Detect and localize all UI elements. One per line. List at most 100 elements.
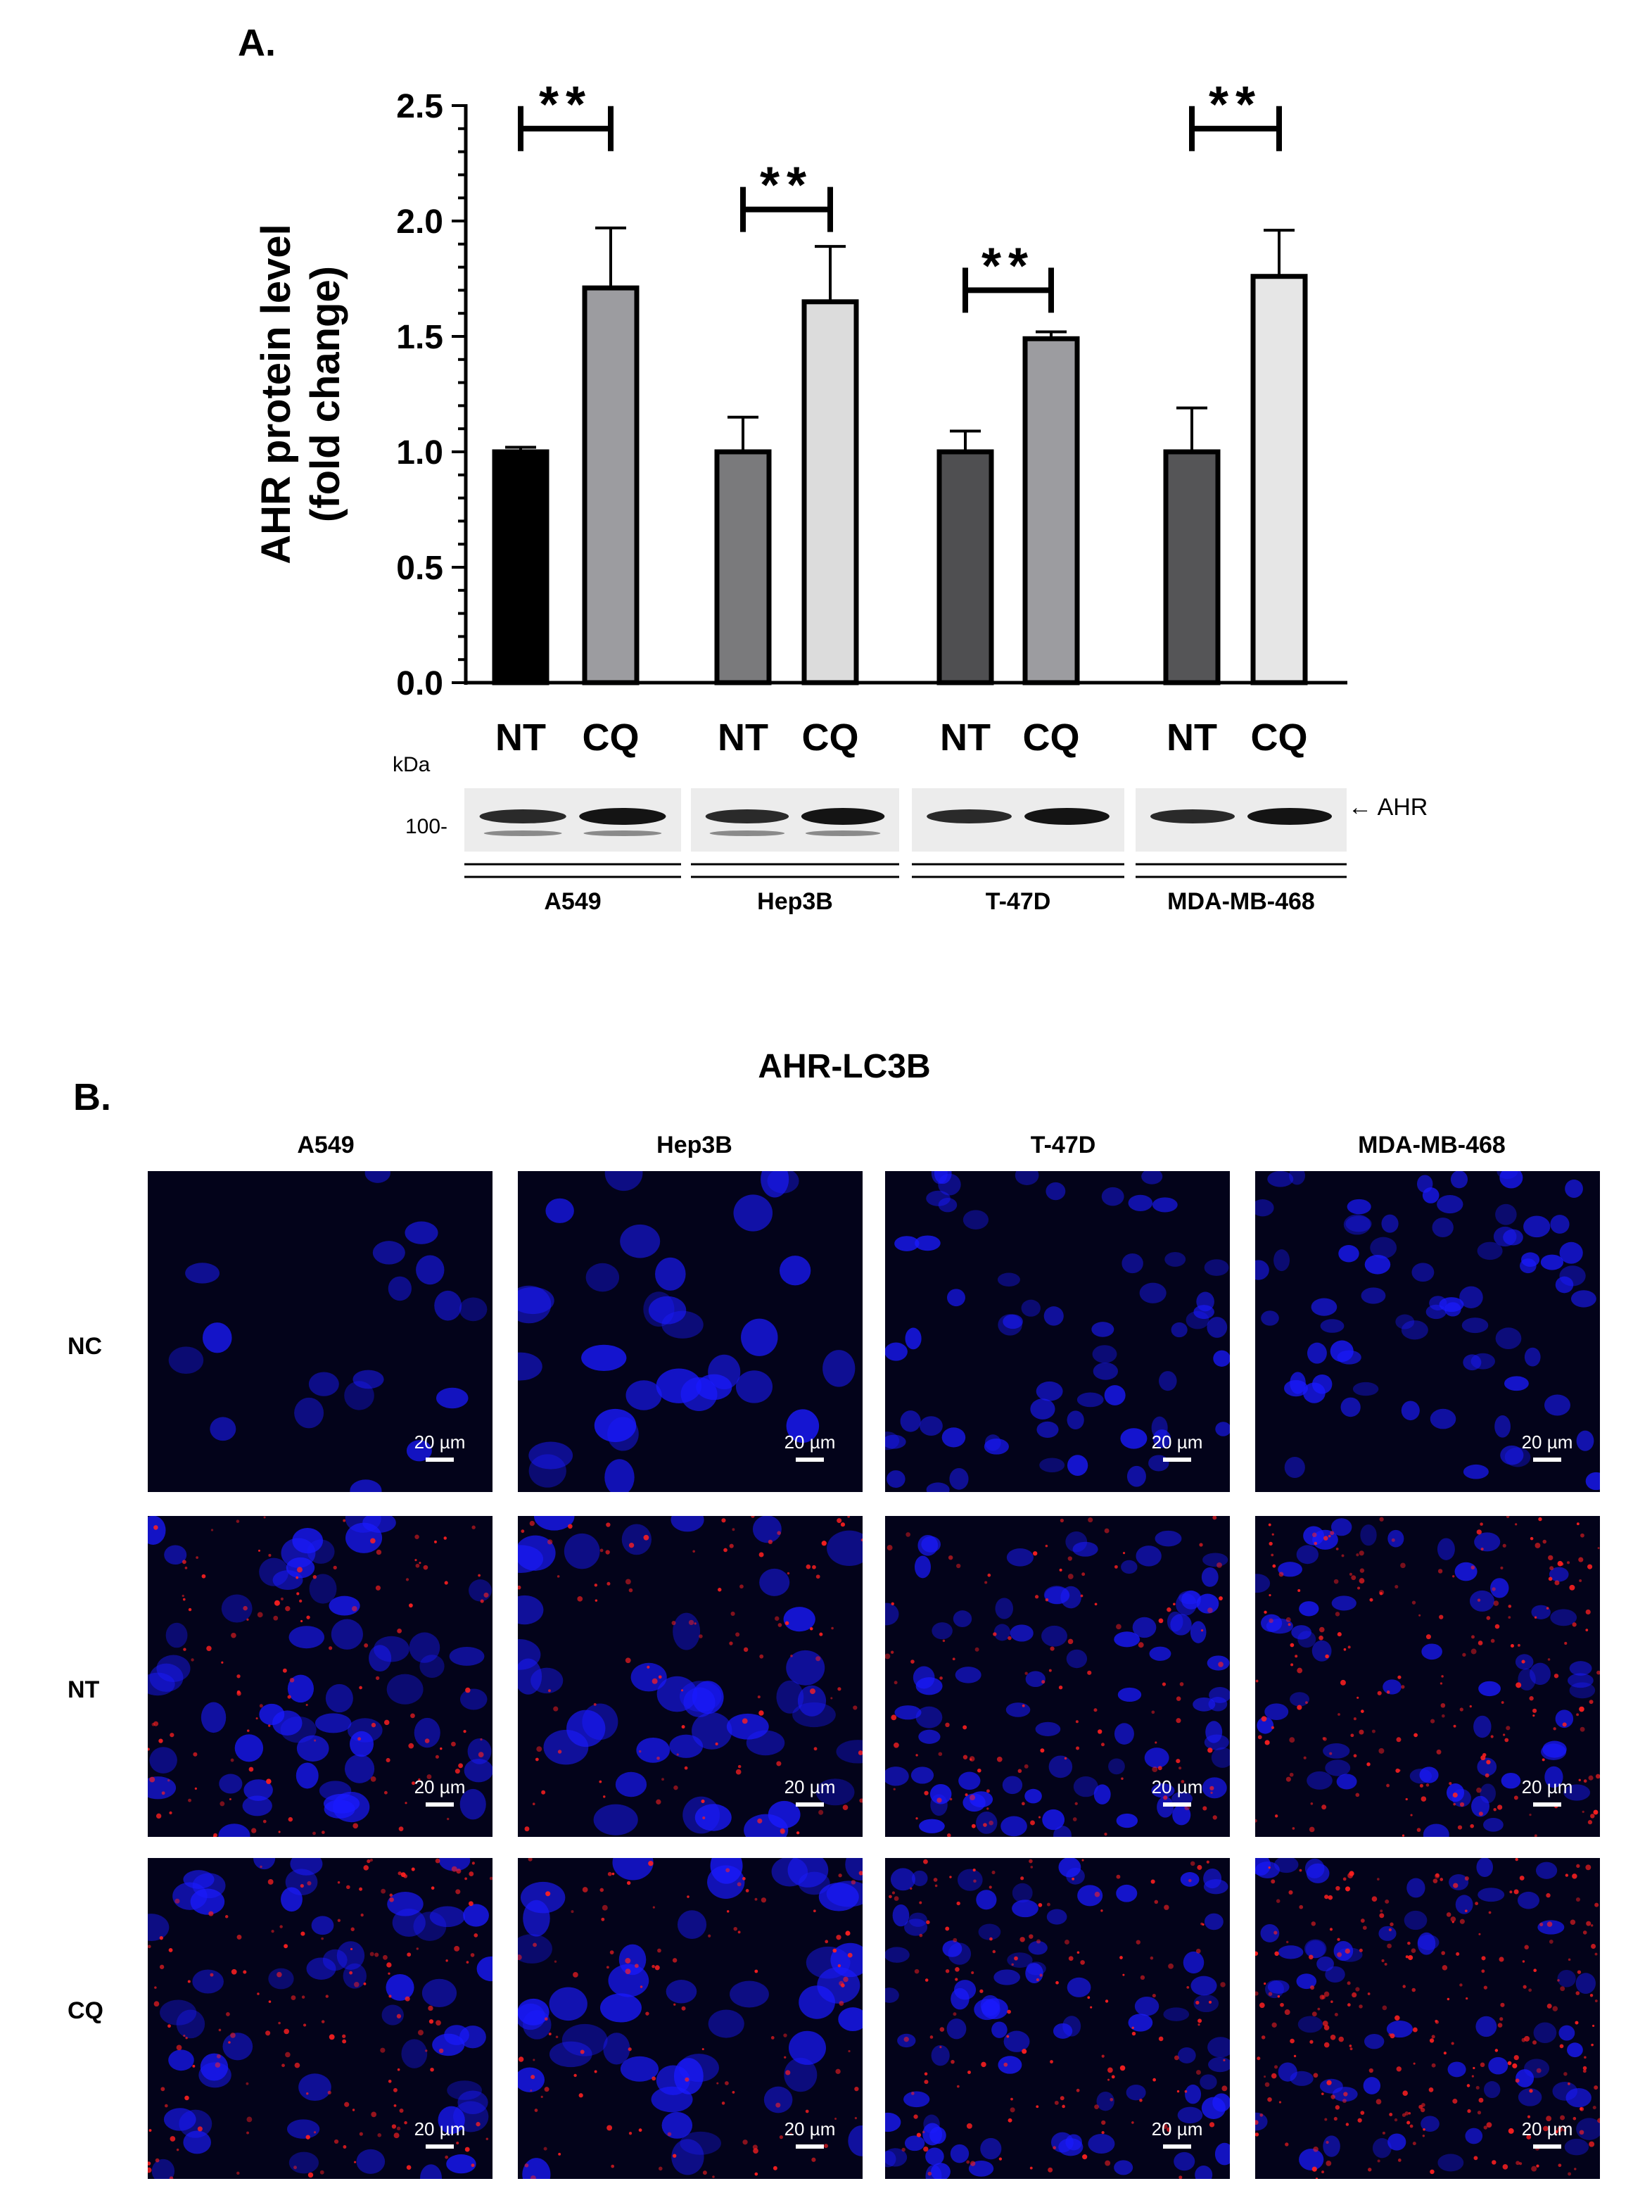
lc3b-puncta [1553, 1674, 1559, 1679]
nucleus [164, 1545, 187, 1565]
lc3b-puncta [1223, 2059, 1226, 2061]
lc3b-puncta [236, 1519, 240, 1523]
lc3b-puncta [267, 1879, 274, 1885]
nucleus [1565, 1180, 1583, 1198]
lc3b-puncta [1264, 1740, 1270, 1745]
nucleus [1555, 1709, 1574, 1728]
lc3b-puncta [168, 1947, 173, 1952]
lc3b-puncta [1431, 2063, 1436, 2068]
lc3b-puncta [1594, 1999, 1598, 2002]
lc3b-puncta [934, 1884, 938, 1888]
nucleus [1108, 1758, 1125, 1775]
nucleus [518, 2003, 545, 2030]
lc3b-puncta [359, 1887, 363, 1891]
nucleus [1330, 1340, 1354, 1363]
nucleus [1475, 2016, 1497, 2037]
lc3b-puncta [1382, 2005, 1387, 2011]
nucleus [1207, 2037, 1230, 2058]
lc3b-puncta [455, 1769, 460, 1774]
nucleus [1480, 1783, 1496, 1804]
nucleus [298, 2073, 331, 2102]
lc3b-puncta [1470, 1648, 1477, 1655]
lc3b-puncta [357, 1737, 362, 1741]
nucleus [1474, 1532, 1501, 1552]
lc3b-puncta [789, 2132, 792, 2135]
lc3b-puncta [300, 1883, 304, 1888]
lc3b-puncta [1394, 2118, 1398, 2122]
lc3b-puncta [346, 1885, 350, 1890]
lc3b-puncta [593, 1702, 597, 1706]
nucleus [459, 1788, 486, 1820]
nucleus [1290, 2071, 1314, 2086]
nucleus [356, 2149, 386, 2174]
lc3b-puncta [1136, 1940, 1140, 1945]
lc3b-puncta [1067, 1574, 1074, 1579]
lc3b-puncta [986, 1807, 989, 1810]
nucleus [744, 1814, 789, 1837]
lc3b-puncta [1101, 2054, 1105, 2058]
lc3b-puncta [485, 2137, 488, 2140]
nucleus [314, 1713, 352, 1733]
lc3b-puncta [1030, 1820, 1035, 1826]
nucleus [1333, 1941, 1354, 1961]
lc3b-puncta [1311, 1532, 1317, 1538]
lc3b-puncta [191, 1658, 194, 1662]
lc3b-puncta [914, 1968, 920, 1974]
lc3b-puncta [426, 1774, 432, 1779]
bar [1022, 336, 1080, 685]
lc3b-puncta [751, 1516, 755, 1518]
lc3b-puncta [648, 1861, 654, 1866]
nucleus [1005, 1702, 1031, 1717]
lc3b-puncta [1481, 1956, 1486, 1961]
lc3b-puncta [1457, 1825, 1463, 1830]
lc3b-puncta [977, 1768, 981, 1773]
nucleus [683, 1687, 716, 1717]
lc3b-puncta [1371, 1896, 1378, 1902]
nucleus [401, 2039, 428, 2068]
lc3b-puncta [1516, 2161, 1520, 2166]
lc3b-puncta [1067, 1556, 1072, 1561]
lc3b-puncta [289, 1677, 295, 1683]
lc3b-puncta [889, 1895, 892, 1899]
lc3b-puncta [835, 2068, 841, 2074]
nucleus [350, 1479, 382, 1492]
lc3b-puncta [1453, 1802, 1456, 1806]
lc3b-puncta [1072, 1817, 1077, 1821]
lc3b-puncta [1594, 2085, 1599, 2090]
lc3b-puncta [419, 1562, 421, 1565]
nucleus [918, 1729, 941, 1744]
nucleus [1437, 1195, 1463, 1214]
nucleus [1177, 2106, 1203, 2124]
lc3b-puncta [962, 1755, 968, 1759]
lc3b-puncta [1335, 1547, 1339, 1550]
nucleus [1043, 1306, 1064, 1326]
nucleus [1048, 1755, 1073, 1778]
lc3b-puncta [337, 1881, 341, 1884]
lc3b-puncta [1207, 1607, 1213, 1613]
nucleus [911, 1870, 928, 1886]
lc3b-puncta [1054, 2100, 1059, 2105]
lc3b-puncta [524, 1826, 530, 1832]
lc3b-puncta [528, 1858, 533, 1862]
lc3b-puncta [1519, 2162, 1523, 2166]
lc3b-puncta [578, 2093, 583, 2098]
lc3b-puncta [1176, 1759, 1181, 1764]
lc3b-puncta [1100, 1743, 1105, 1747]
lc3b-puncta [196, 1556, 198, 1559]
lc3b-puncta [761, 1897, 767, 1903]
lc3b-puncta [735, 1632, 740, 1637]
lc3b-puncta [1447, 1997, 1450, 2001]
lc3b-puncta [692, 1550, 695, 1553]
lc3b-puncta [1286, 1940, 1289, 1944]
lc3b-puncta [263, 1516, 266, 1519]
lc3b-puncta [1324, 1895, 1329, 1900]
nucleus [1343, 1214, 1371, 1235]
lc3b-puncta [532, 1802, 535, 1805]
lc3b-puncta [1317, 2007, 1321, 2011]
nucleus [599, 1993, 642, 2023]
scale-bar-label: 20 µm [1151, 1776, 1203, 1797]
lc3b-puncta [1303, 1756, 1307, 1759]
nucleus [915, 1235, 941, 1251]
lc3b-puncta [723, 1548, 727, 1553]
lc3b-puncta [1587, 1820, 1593, 1825]
